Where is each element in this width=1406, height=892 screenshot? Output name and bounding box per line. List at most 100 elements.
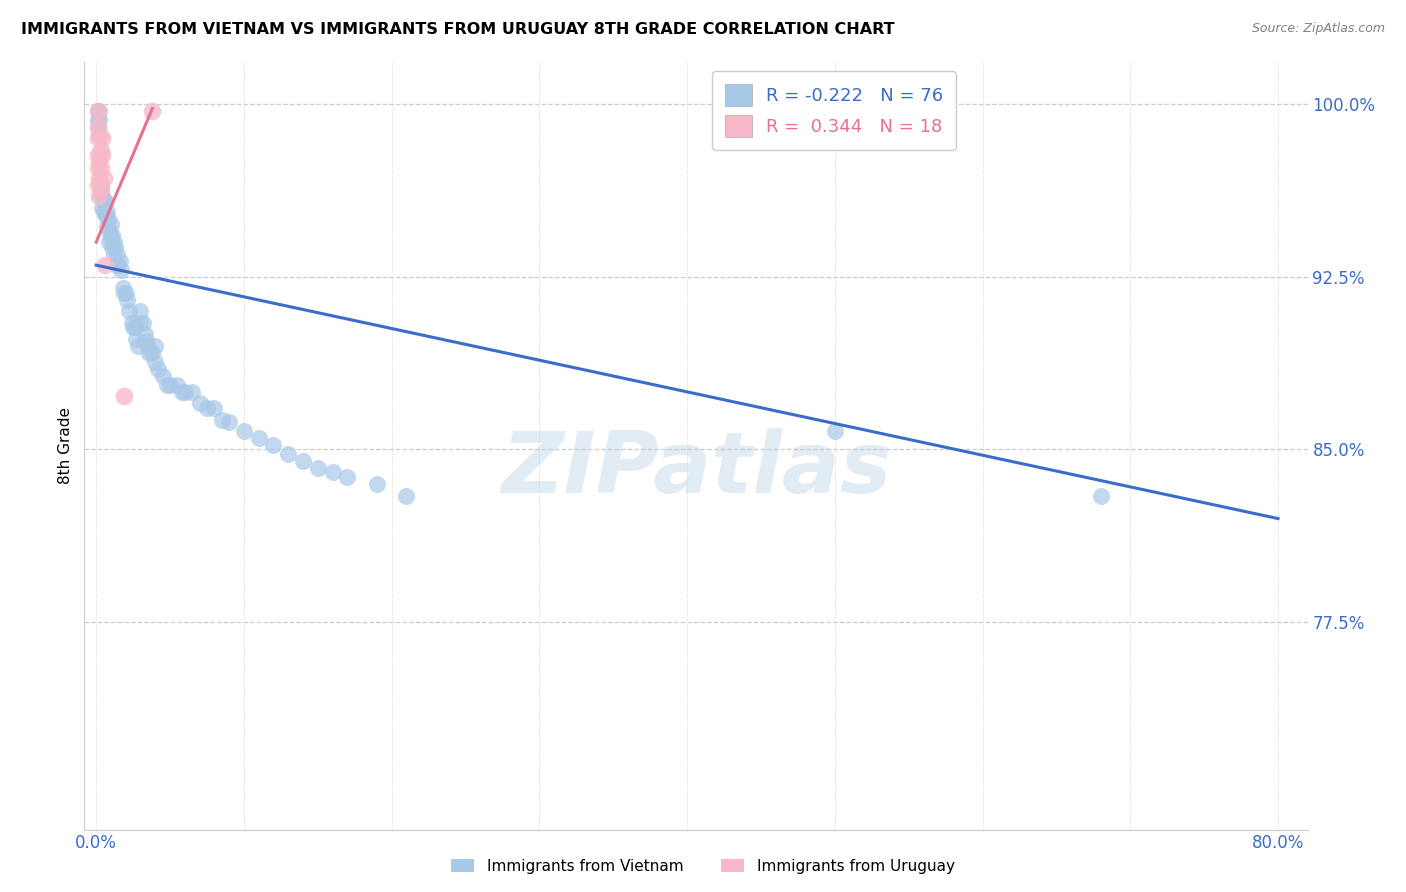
Point: [132, 316, 155, 330]
Point: [91, 147, 114, 161]
Point: [148, 361, 170, 376]
Point: [127, 339, 149, 353]
Point: [93, 194, 115, 208]
Point: [114, 285, 136, 300]
Legend: Immigrants from Vietnam, Immigrants from Uruguay: Immigrants from Vietnam, Immigrants from…: [446, 853, 960, 880]
Point: [98, 224, 121, 238]
Point: [188, 396, 211, 410]
Point: [136, 339, 159, 353]
Point: [90, 161, 112, 176]
Point: [105, 258, 128, 272]
Point: [94, 258, 117, 272]
Y-axis label: 8th Grade: 8th Grade: [58, 408, 73, 484]
Point: [152, 368, 174, 383]
Point: [112, 285, 135, 300]
Point: [125, 332, 148, 346]
Point: [101, 228, 124, 243]
Point: [89, 113, 111, 128]
Point: [292, 454, 315, 468]
Point: [173, 384, 195, 399]
Point: [90, 182, 112, 196]
Point: [110, 262, 132, 277]
Point: [90, 185, 112, 199]
Point: [129, 316, 152, 330]
Point: [143, 339, 166, 353]
Point: [86, 161, 108, 176]
Point: [366, 477, 388, 491]
Point: [247, 431, 270, 445]
Point: [166, 378, 188, 392]
Point: [86, 147, 108, 161]
Point: [86, 178, 108, 192]
Point: [94, 194, 117, 208]
Point: [277, 447, 299, 461]
Point: [89, 189, 111, 203]
Point: [115, 293, 138, 307]
Point: [89, 127, 111, 141]
Point: [143, 355, 166, 369]
Point: [336, 470, 359, 484]
Point: [112, 389, 135, 403]
Point: [141, 345, 163, 359]
Text: ZIPatlas: ZIPatlas: [501, 427, 891, 510]
Point: [86, 103, 108, 118]
Point: [93, 170, 115, 185]
Point: [86, 131, 108, 145]
Point: [103, 246, 125, 260]
Point: [103, 235, 125, 249]
Point: [170, 384, 193, 399]
Point: [89, 170, 111, 185]
Point: [100, 217, 122, 231]
Point: [141, 103, 163, 118]
Point: [86, 120, 108, 134]
Point: [94, 207, 117, 221]
Point: [90, 143, 112, 157]
Point: [104, 240, 127, 254]
Point: [96, 205, 118, 219]
Point: [156, 378, 179, 392]
Point: [121, 316, 143, 330]
Text: Source: ZipAtlas.com: Source: ZipAtlas.com: [1251, 22, 1385, 36]
Point: [322, 466, 344, 480]
Point: [202, 401, 225, 415]
Point: [138, 345, 160, 359]
Point: [181, 384, 204, 399]
Point: [86, 113, 108, 128]
Point: [232, 424, 254, 438]
Point: [100, 230, 122, 244]
Point: [262, 438, 284, 452]
Point: [195, 401, 218, 415]
Point: [134, 327, 156, 342]
Point: [91, 201, 114, 215]
Point: [159, 378, 181, 392]
Legend: R = -0.222   N = 76, R =  0.344   N = 18: R = -0.222 N = 76, R = 0.344 N = 18: [711, 71, 956, 150]
Point: [97, 212, 120, 227]
Point: [105, 246, 128, 260]
Point: [124, 320, 146, 334]
Point: [98, 235, 121, 249]
Point: [824, 424, 846, 438]
Point: [91, 189, 114, 203]
Point: [86, 103, 108, 118]
Point: [96, 219, 118, 233]
Point: [395, 489, 418, 503]
Point: [101, 240, 124, 254]
Point: [89, 154, 111, 169]
Point: [122, 320, 145, 334]
Point: [93, 205, 115, 219]
Point: [86, 120, 108, 134]
Point: [211, 412, 233, 426]
Point: [107, 258, 129, 272]
Point: [108, 253, 131, 268]
Point: [1090, 489, 1112, 503]
Text: IMMIGRANTS FROM VIETNAM VS IMMIGRANTS FROM URUGUAY 8TH GRADE CORRELATION CHART: IMMIGRANTS FROM VIETNAM VS IMMIGRANTS FR…: [21, 22, 894, 37]
Point: [111, 281, 134, 295]
Point: [218, 415, 240, 429]
Point: [129, 304, 152, 318]
Point: [307, 461, 329, 475]
Point: [118, 304, 141, 318]
Point: [91, 131, 114, 145]
Point: [89, 103, 111, 118]
Point: [135, 334, 157, 348]
Point: [90, 178, 112, 192]
